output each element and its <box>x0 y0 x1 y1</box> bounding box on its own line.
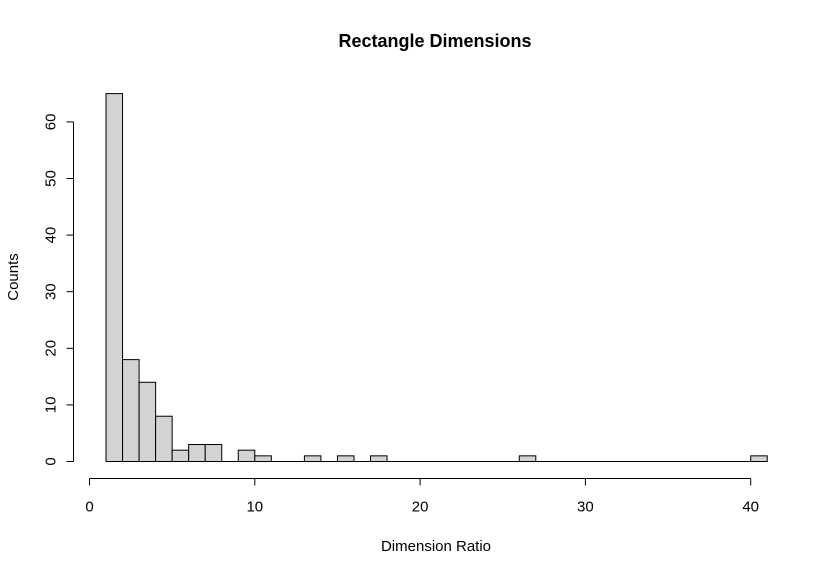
histogram-bars <box>105 93 768 463</box>
histogram-bar <box>204 444 223 462</box>
y-tick-label: 20 <box>43 340 60 357</box>
y-tick-label: 30 <box>43 283 60 300</box>
histogram-bar <box>336 455 355 462</box>
y-axis: 0 10 20 30 40 50 60 <box>43 114 74 466</box>
histogram-bar <box>188 444 206 462</box>
x-tick-label: 10 <box>246 499 263 516</box>
histogram-bar <box>237 449 256 462</box>
histogram-bar <box>370 455 388 462</box>
y-tick-label: 40 <box>43 227 60 244</box>
y-tick-label: 60 <box>43 114 60 131</box>
histogram-bar <box>155 415 173 462</box>
y-tick-label: 0 <box>43 457 60 465</box>
x-tick-label: 20 <box>412 499 429 516</box>
histogram-bar <box>171 449 190 462</box>
histogram-bar <box>122 359 140 462</box>
x-tick-label: 30 <box>577 499 594 516</box>
x-axis: 0 10 20 30 40 <box>85 478 759 516</box>
x-tick-label: 0 <box>85 499 93 516</box>
y-tick-label: 10 <box>43 397 60 414</box>
x-axis-title: Dimension Ratio <box>381 538 491 555</box>
histogram-bar <box>138 381 157 463</box>
histogram-bar <box>750 455 768 462</box>
histogram-bar <box>105 93 124 462</box>
histogram-bar <box>254 455 272 462</box>
chart-title: Rectangle Dimensions <box>338 31 531 51</box>
histogram-bar <box>518 455 537 462</box>
y-tick-label: 50 <box>43 170 60 187</box>
x-tick-label: 40 <box>742 499 759 516</box>
histogram-bar <box>303 455 322 462</box>
y-axis-title: Counts <box>5 253 22 301</box>
